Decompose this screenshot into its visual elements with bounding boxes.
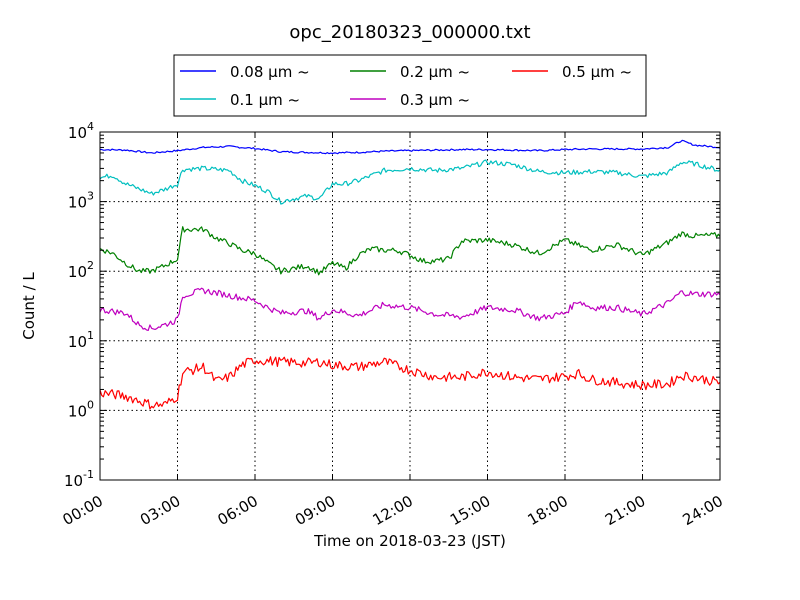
- x-tick-label: 09:00: [292, 492, 338, 529]
- y-tick-label: 103: [68, 190, 94, 212]
- y-tick-label: 100: [68, 398, 94, 420]
- y-tick-label: 10-1: [64, 468, 94, 490]
- chart-title: opc_20180323_000000.txt: [289, 22, 530, 43]
- plot-frame: [99, 131, 721, 481]
- y-tick-label: 104: [68, 120, 94, 142]
- x-tick-label: 12:00: [370, 492, 416, 529]
- grid: [100, 132, 720, 480]
- x-tick-label: 03:00: [137, 492, 183, 529]
- y-axis-label: Count / L: [20, 272, 38, 340]
- legend-box: [173, 54, 647, 117]
- x-tick-label: 06:00: [215, 492, 261, 529]
- y-tick-label: 101: [68, 329, 94, 351]
- legend-label: 0.2 μm ~: [400, 63, 470, 81]
- legend-label: 0.08 μm ~: [230, 63, 310, 81]
- legend-label: 0.3 μm ~: [400, 91, 470, 109]
- series-layer: [99, 139, 721, 410]
- x-axis-label: Time on 2018-03-23 (JST): [313, 532, 506, 550]
- x-tick-label: 21:00: [602, 492, 648, 529]
- series-line-4: [99, 356, 721, 410]
- series-line-0: [100, 139, 721, 155]
- series-line-3: [99, 287, 721, 331]
- legend: 0.08 μm ~ 0.1 μm ~ 0.2 μm ~ 0.3 μm ~ 0.5 μm …: [173, 54, 647, 117]
- legend-label: 0.1 μm ~: [230, 91, 300, 109]
- x-tick-label: 15:00: [447, 492, 493, 529]
- x-tick-label: 00:00: [60, 492, 106, 529]
- series-line-1: [99, 159, 721, 205]
- legend-label: 0.5 μm ~: [562, 63, 632, 81]
- series-line-2: [99, 226, 721, 276]
- x-tick-label: 24:00: [680, 492, 726, 529]
- y-tick-label: 102: [68, 259, 94, 281]
- axes-ticks: 00:00 03:00 06:00 09:00 12:00 15:00 18:00 21:00…: [60, 120, 726, 529]
- x-tick-label: 18:00: [525, 492, 571, 529]
